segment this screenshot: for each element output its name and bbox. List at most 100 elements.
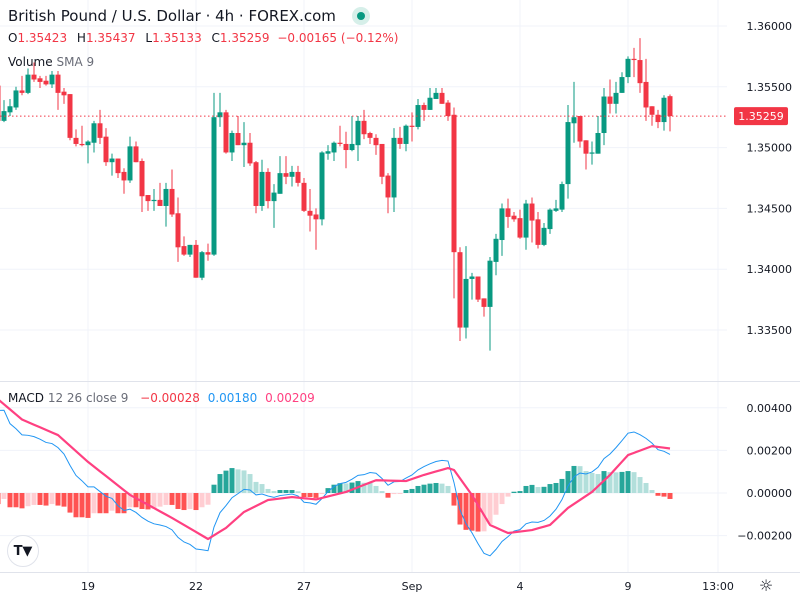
candle bbox=[55, 70, 61, 110]
candle-body bbox=[319, 152, 325, 220]
histogram-bar bbox=[625, 471, 631, 493]
candle-body bbox=[451, 114, 457, 253]
price-tick-label: 1.36000 bbox=[747, 20, 793, 33]
macd-histogram bbox=[0, 465, 673, 532]
candle bbox=[235, 115, 241, 146]
candle bbox=[259, 159, 265, 211]
candle bbox=[13, 86, 19, 110]
histogram-bar bbox=[667, 493, 673, 499]
candle-body bbox=[529, 203, 535, 221]
histogram-bar bbox=[25, 493, 31, 507]
histogram-bar bbox=[481, 493, 487, 532]
candle bbox=[283, 156, 289, 185]
histogram-bar bbox=[103, 493, 109, 514]
candle bbox=[355, 115, 361, 161]
histogram-bar bbox=[1, 493, 7, 499]
candle-body bbox=[589, 152, 595, 154]
candle-body bbox=[619, 77, 625, 93]
candle-body bbox=[439, 92, 445, 104]
candle bbox=[619, 72, 625, 93]
histogram-bar bbox=[223, 470, 229, 493]
candle bbox=[415, 98, 421, 130]
macd-tick-label: −0.00200 bbox=[737, 530, 792, 543]
histogram-bar bbox=[493, 493, 499, 515]
candle bbox=[493, 233, 499, 276]
candle-body bbox=[565, 122, 571, 185]
candle bbox=[409, 112, 415, 142]
candle bbox=[661, 95, 667, 131]
histogram-bar bbox=[661, 493, 667, 497]
candle-body bbox=[181, 246, 187, 255]
histogram-bar bbox=[265, 488, 271, 493]
candle-body bbox=[223, 112, 229, 153]
candle bbox=[517, 209, 523, 239]
histogram-bar bbox=[211, 484, 217, 493]
candle-body bbox=[523, 203, 529, 238]
symbol-legend[interactable]: British Pound / U.S. Dollar · 4h · FOREX… bbox=[8, 7, 370, 25]
last-price-label: 1.35259 bbox=[738, 110, 784, 123]
macd-label[interactable]: MACD bbox=[8, 391, 44, 405]
histogram-bar bbox=[247, 474, 253, 493]
candle bbox=[127, 136, 133, 183]
histogram-bar bbox=[343, 483, 349, 493]
candle bbox=[499, 203, 505, 256]
candle bbox=[181, 236, 187, 256]
candle-body bbox=[163, 188, 169, 206]
market-open-status-icon[interactable] bbox=[351, 7, 370, 25]
histogram-bar bbox=[307, 493, 313, 498]
candle-body bbox=[637, 60, 643, 84]
gear-icon[interactable]: ☼ bbox=[758, 576, 774, 595]
candle-body bbox=[613, 92, 619, 104]
candle bbox=[199, 250, 205, 281]
price-tick-label: 1.33500 bbox=[747, 324, 793, 337]
symbol-title[interactable]: British Pound / U.S. Dollar · 4h · FOREX… bbox=[8, 7, 336, 25]
time-tick-label: Sep bbox=[402, 580, 423, 593]
candle bbox=[0, 85, 1, 121]
histogram-bar bbox=[199, 493, 205, 508]
histogram-bar bbox=[175, 493, 181, 509]
histogram-bar bbox=[31, 493, 37, 505]
histogram-bar bbox=[313, 493, 319, 498]
candle-body bbox=[667, 96, 673, 117]
histogram-bar bbox=[373, 485, 379, 493]
candle-body bbox=[643, 81, 649, 108]
candle bbox=[163, 182, 169, 227]
volume-legend[interactable]: Volume SMA 9 bbox=[8, 55, 94, 69]
histogram-bar bbox=[463, 493, 469, 530]
volume-label[interactable]: Volume bbox=[8, 55, 53, 69]
close-label: C bbox=[211, 31, 220, 45]
candle bbox=[145, 195, 151, 211]
histogram-bar bbox=[367, 482, 373, 493]
histogram-bar bbox=[277, 490, 283, 493]
candle bbox=[229, 130, 235, 161]
candle bbox=[295, 165, 301, 187]
histogram-bar bbox=[67, 493, 73, 513]
candle bbox=[367, 131, 373, 144]
candle-body bbox=[397, 137, 403, 144]
histogram-bar bbox=[109, 493, 115, 511]
candle-body bbox=[409, 125, 415, 127]
candle-body bbox=[499, 208, 505, 241]
candle-body bbox=[145, 195, 151, 202]
candle bbox=[655, 109, 661, 129]
candle bbox=[541, 222, 547, 247]
candle bbox=[349, 115, 355, 152]
candle bbox=[343, 131, 349, 169]
histogram-bar bbox=[631, 472, 637, 493]
histogram-bar bbox=[547, 484, 553, 493]
candle-body bbox=[487, 260, 493, 307]
macd-legend[interactable]: MACD 12 26 close 9 −0.00028 0.00180 0.00… bbox=[8, 391, 315, 405]
histogram-bar bbox=[655, 493, 661, 496]
candle bbox=[397, 126, 403, 149]
histogram-bar bbox=[97, 493, 103, 514]
histogram-bar bbox=[565, 471, 571, 493]
candle-body bbox=[607, 96, 613, 104]
candle-body bbox=[19, 90, 25, 93]
histogram-bar bbox=[13, 493, 19, 508]
histogram-bar bbox=[619, 471, 625, 493]
candle bbox=[523, 199, 529, 250]
histogram-bar bbox=[475, 493, 481, 532]
tradingview-logo[interactable]: T▼ bbox=[7, 535, 39, 567]
candle bbox=[1, 100, 7, 123]
